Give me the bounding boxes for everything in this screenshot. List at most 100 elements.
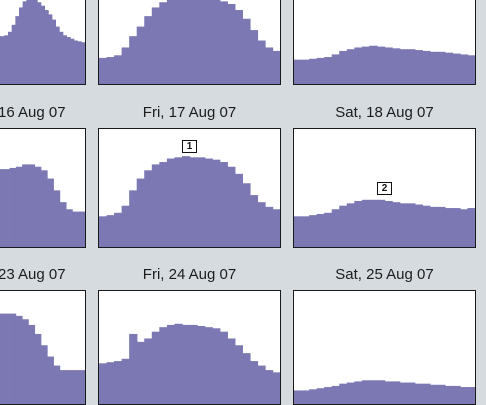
area-step-p-0-1-0 <box>99 57 108 84</box>
area-step-p-0-1-22 <box>264 47 274 84</box>
area-step-p-0-0-11 <box>37 2 42 84</box>
area-step-p-2-2-18 <box>429 384 439 404</box>
area-step-p-0-2-20 <box>444 52 454 84</box>
area-step-p-1-2-4 <box>324 212 333 247</box>
area-step-p-0-1-11 <box>181 0 191 84</box>
area-step-p-2-2-10 <box>369 380 378 404</box>
area-step-p-0-0-6 <box>19 7 24 84</box>
chart-panel-row3-left <box>0 290 86 405</box>
area-step-p-1-2-19 <box>437 206 446 247</box>
area-step-p-2-2-1 <box>301 390 310 404</box>
area-step-p-2-1-4 <box>129 333 138 404</box>
area-step-p-2-0-9 <box>53 365 61 404</box>
area-step-p-0-0-16 <box>55 26 60 84</box>
area-step-p-0-0-18 <box>63 35 68 84</box>
area-step-p-0-0-21 <box>74 40 79 84</box>
area-step-p-2-0-5 <box>28 324 36 404</box>
area-step-p-1-2-18 <box>429 206 439 247</box>
area-step-p-2-1-10 <box>174 323 183 404</box>
area-step-p-0-2-21 <box>452 53 461 84</box>
area-step-p-2-1-1 <box>106 362 115 404</box>
area-step-p-1-0-5 <box>28 164 36 247</box>
area-step-p-0-1-4 <box>129 36 138 84</box>
area-chart-p-1-1 <box>99 156 280 247</box>
area-step-p-1-1-15 <box>212 159 221 247</box>
area-step-p-0-2-7 <box>346 49 356 84</box>
chart-panel-row1-right <box>293 0 476 85</box>
area-step-p-1-0-8 <box>47 178 54 247</box>
area-step-p-2-2-8 <box>354 381 363 404</box>
area-chart-p-0-0 <box>0 0 85 84</box>
area-step-p-0-2-11 <box>376 46 386 84</box>
area-chart-p-2-2 <box>294 380 475 404</box>
date-label-25-aug: Sat, 25 Aug 07 <box>335 266 434 283</box>
area-step-p-0-1-6 <box>144 16 153 84</box>
area-step-p-2-2-22 <box>459 387 469 404</box>
area-step-p-0-1-8 <box>159 2 168 84</box>
area-step-p-1-2-21 <box>452 208 461 247</box>
area-step-p-0-1-18 <box>234 10 244 84</box>
area-step-p-0-0-12 <box>41 5 46 84</box>
area-step-p-2-0-4 <box>22 319 29 404</box>
area-step-p-0-0-4 <box>11 24 16 84</box>
area-step-p-2-2-21 <box>452 385 461 404</box>
area-step-p-2-1-3 <box>121 358 130 404</box>
area-step-p-0-2-15 <box>407 49 416 84</box>
area-step-p-1-2-10 <box>369 199 378 247</box>
area-step-p-1-2-1 <box>301 216 310 247</box>
area-step-p-2-2-15 <box>407 382 416 404</box>
area-step-p-0-2-1 <box>301 59 310 84</box>
area-step-p-0-1-5 <box>136 26 145 84</box>
area-step-p-1-1-14 <box>204 158 213 247</box>
area-step-p-2-1-5 <box>136 341 145 404</box>
area-step-p-2-1-7 <box>151 331 161 404</box>
area-step-p-1-1-11 <box>181 156 191 247</box>
area-step-p-0-1-16 <box>219 1 228 84</box>
area-step-p-0-0-22 <box>77 41 82 84</box>
area-step-p-0-2-19 <box>437 51 446 84</box>
area-step-p-2-2-13 <box>392 381 401 404</box>
area-step-p-1-1-5 <box>136 178 145 247</box>
area-step-p-0-1-3 <box>121 47 130 84</box>
area-step-p-0-0-23 <box>81 42 85 84</box>
area-step-p-0-0-3 <box>8 31 13 84</box>
area-step-p-2-1-8 <box>159 327 168 404</box>
area-step-p-2-1-16 <box>219 331 228 404</box>
date-label-23-aug: 23 Aug 07 <box>0 266 66 283</box>
area-step-p-0-1-2 <box>114 55 123 84</box>
area-step-p-0-2-4 <box>324 57 333 84</box>
date-label-24-aug: Fri, 24 Aug 07 <box>142 266 237 283</box>
area-step-p-1-1-13 <box>197 157 206 247</box>
area-step-p-0-2-3 <box>316 57 325 84</box>
annotation-marker-1: 1 <box>182 140 197 153</box>
area-step-p-0-0-8 <box>26 0 31 84</box>
area-step-p-2-1-23 <box>272 372 280 404</box>
area-step-p-0-0-9 <box>30 0 35 84</box>
area-step-p-2-2-3 <box>316 388 325 404</box>
area-step-p-2-0-2 <box>9 313 17 404</box>
area-step-p-2-2-14 <box>399 382 408 404</box>
area-step-p-0-2-22 <box>459 54 469 84</box>
area-step-p-2-2-20 <box>444 385 454 404</box>
area-step-p-1-2-11 <box>376 199 386 247</box>
area-step-p-2-2-16 <box>414 383 423 404</box>
area-step-p-2-2-4 <box>324 387 333 404</box>
area-step-p-0-1-13 <box>197 0 206 84</box>
area-step-p-0-2-17 <box>422 50 431 84</box>
area-step-p-1-2-15 <box>407 203 416 247</box>
area-step-p-0-0-20 <box>70 38 75 84</box>
area-step-p-0-2-14 <box>399 49 408 84</box>
area-step-p-2-0-3 <box>15 315 23 404</box>
area-step-p-2-1-21 <box>257 365 266 404</box>
area-step-p-2-1-18 <box>234 345 244 404</box>
area-step-p-1-2-23 <box>467 208 475 247</box>
area-step-p-0-1-7 <box>151 7 161 84</box>
area-step-p-0-0-13 <box>44 10 49 84</box>
area-step-p-1-1-4 <box>129 190 138 247</box>
chart-panel-row1-center <box>98 0 281 85</box>
area-step-p-2-0-7 <box>41 345 48 404</box>
area-step-p-2-1-13 <box>197 326 206 404</box>
area-step-p-1-2-0 <box>294 216 303 247</box>
area-step-p-1-1-6 <box>144 170 153 247</box>
chart-panel-row2-right: 2 <box>293 128 476 248</box>
